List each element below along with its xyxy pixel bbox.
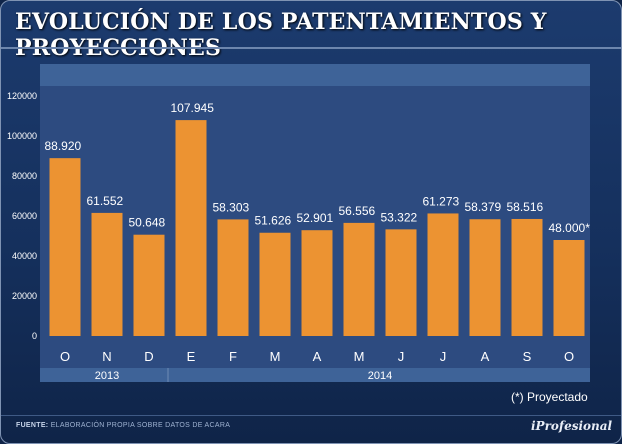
y-axis-labels: 0 20000 40000 60000 80000 100000 120000	[7, 91, 37, 341]
data-label: 51.626	[255, 214, 292, 228]
source-line: FUENTE: ELABORACIÓN PROPIA SOBRE DATOS D…	[16, 422, 230, 429]
y-tick-label: 20000	[12, 291, 37, 301]
data-label: 58.379	[465, 200, 502, 214]
year-label: 2014	[368, 370, 392, 382]
data-label: 107.945	[171, 101, 215, 115]
x-tick-label: J	[440, 349, 447, 364]
data-label: 53.322	[381, 210, 418, 224]
y-tick-label: 100000	[7, 131, 37, 141]
y-tick-label: 0	[32, 331, 37, 341]
year-label: 2013	[95, 370, 119, 382]
bar	[301, 230, 333, 336]
x-tick-label: N	[102, 349, 111, 364]
bar	[469, 219, 501, 336]
data-label: 61.552	[87, 194, 124, 208]
bar	[49, 158, 81, 336]
bar	[427, 213, 459, 336]
x-tick-label: F	[229, 349, 237, 364]
bar	[217, 219, 249, 336]
bar	[511, 218, 543, 336]
data-label: 50.648	[129, 216, 166, 230]
x-tick-label: O	[60, 349, 70, 364]
data-label: 88.920	[45, 139, 82, 153]
x-tick-label: D	[144, 349, 153, 364]
bar	[91, 212, 123, 336]
source-text: ELABORACIÓN PROPIA SOBRE DATOS DE ACARA	[50, 422, 231, 429]
bar	[175, 120, 207, 336]
x-tick-label: A	[313, 349, 322, 364]
data-label: 56.556	[339, 204, 376, 218]
x-tick-label: E	[187, 349, 196, 364]
source-divider	[1, 415, 621, 416]
bar	[133, 234, 165, 336]
source-label: FUENTE:	[16, 422, 49, 429]
data-label: 48.000*	[549, 221, 591, 235]
plot-top-band	[40, 64, 590, 86]
data-label: 61.273	[423, 194, 460, 208]
x-tick-label: M	[354, 349, 365, 364]
bar	[259, 232, 291, 336]
title-divider	[1, 47, 621, 49]
data-label: 58.516	[507, 200, 544, 214]
year-band: 2013 2014	[40, 368, 590, 382]
x-tick-label: S	[523, 349, 532, 364]
x-tick-label: J	[398, 349, 405, 364]
y-tick-label: 40000	[12, 251, 37, 261]
brand-logo: iProfesional	[531, 419, 613, 433]
y-tick-label: 80000	[12, 171, 37, 181]
x-tick-label: O	[564, 349, 574, 364]
x-tick-label: M	[270, 349, 281, 364]
data-label: 52.901	[297, 211, 334, 225]
y-tick-label: 60000	[12, 211, 37, 221]
value-labels: 88.920 61.552 50.648 107.945 58.303 51.626 52.…	[45, 101, 591, 235]
y-tick-label: 120000	[7, 91, 37, 101]
x-tick-label: A	[481, 349, 490, 364]
bar	[385, 229, 417, 336]
bars	[49, 120, 585, 336]
data-label: 58.303	[213, 200, 250, 214]
year-band-bg	[40, 368, 590, 382]
projection-footnote: (*) Proyectado	[511, 390, 588, 404]
bar	[553, 240, 585, 336]
bar	[343, 222, 375, 336]
